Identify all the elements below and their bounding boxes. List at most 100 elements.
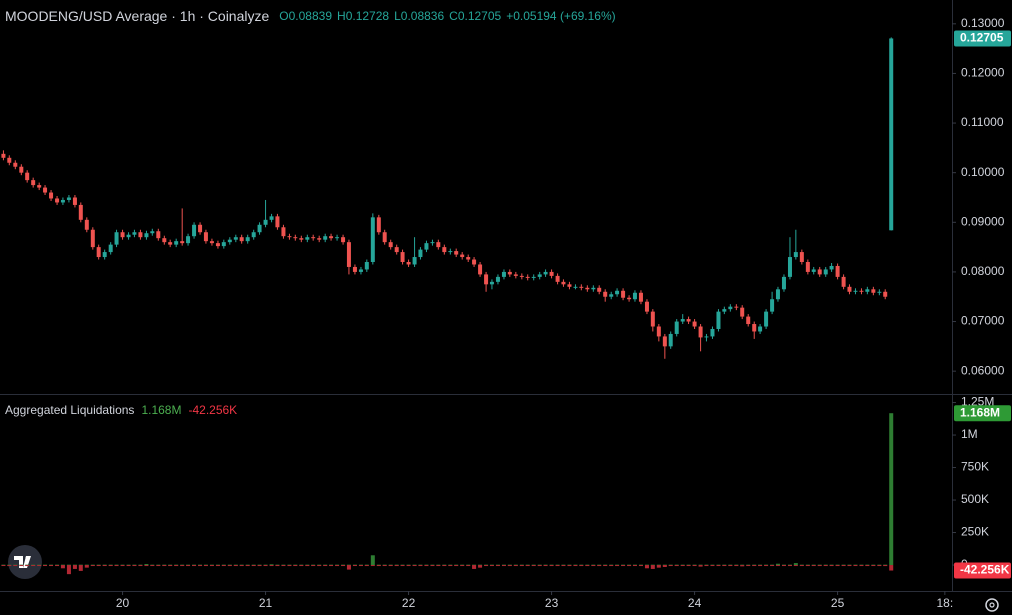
candle-body [174,241,179,245]
liquidation-bar [233,565,238,567]
y-tick-label: 0.13000 [961,16,1005,30]
ohlc-letter: H [337,9,346,23]
liquidation-bar [680,565,685,567]
candle-body [412,257,417,265]
liquidation-bar [531,565,536,567]
x-tick-label: 25 [831,596,845,610]
candle-body [609,294,614,297]
change-value: +0.05194 (+69.16%) [506,9,615,23]
liquidation-bar [746,565,751,567]
liquidation-bar [775,565,780,567]
liquidation-bar [454,565,459,567]
liquidation-bar [644,565,649,569]
liquidation-bar [257,565,262,567]
liquidation-bar [889,413,894,566]
candle-body [293,237,298,239]
liquidation-bar [418,565,423,567]
liquidation-bar [424,565,429,567]
liquidation-bar [126,565,131,567]
legend-value: -42.256K [188,403,237,417]
liquidation-bar [352,565,357,567]
liquidation-bar [19,565,24,567]
liquidation-bar [239,565,244,567]
candle-body [239,237,244,242]
settings-button[interactable] [985,598,999,612]
y-tick-label: 0.09000 [961,214,1005,228]
candle-body [49,192,54,199]
candle-body [55,198,60,203]
liquidation-bar [144,565,149,567]
candle-body [710,328,715,337]
candle-body [847,286,852,292]
ohlc-letter: C [449,9,458,23]
candle-body [775,289,780,300]
candle-body [150,231,155,234]
liquidation-bar [632,565,637,567]
liquidation-bar [692,565,697,567]
candle-body [674,321,679,334]
candle-body [37,185,42,188]
candle-body [871,289,876,293]
candle-body [621,290,626,298]
candle-body [603,291,608,297]
gear-icon[interactable] [985,598,999,612]
liquidation-bar [555,565,560,567]
liquidation-bar [710,565,715,567]
liquidation-bar [752,565,757,567]
candle-body [114,232,119,245]
liquidation-bar [781,565,786,567]
liquidation-bar [662,565,667,567]
liquidation-bar [811,565,816,567]
candle-body [60,199,65,203]
candle-body [650,311,655,327]
candle-body [787,257,792,277]
liquidation-bar [859,565,864,567]
liquidation-bar [114,565,119,567]
candle-body [1,153,6,158]
liquidation-bar [120,565,125,567]
candle-body [162,238,167,243]
liquidation-bar [591,565,596,567]
candle-body [317,238,322,240]
liquidation-bar [478,565,483,568]
liquidation-bar [704,565,709,567]
liquidation-bar [132,565,137,567]
liquidation-bar [180,565,185,567]
liquidation-bar [841,565,846,567]
liquidation-bar [484,565,489,567]
candle-body [799,252,804,262]
candle-body [770,299,775,312]
pane-legend: Aggregated Liquidations 1.168M -42.256K [5,403,237,417]
candle-body [186,236,191,244]
y-tick-label: 0.12000 [961,66,1005,80]
liquidation-bar [341,565,346,567]
candle-body [752,324,757,332]
candle-body [466,257,471,260]
ohlc-value: 0.08836 [401,9,445,23]
axis-badge [954,405,1011,422]
candle-body [859,290,864,292]
candle-body [811,269,816,272]
liquidation-bar [13,565,18,567]
candle-body [335,237,340,239]
liquidation-bar [299,565,304,567]
candle-body [644,301,649,312]
candle-body [561,281,566,285]
candle-body [764,311,769,327]
candle-body [31,180,36,186]
liquidation-bar [799,565,804,567]
candle-body [698,326,703,338]
y-tick-label: 500K [961,492,989,506]
liquidation-bar [168,565,173,567]
candle-body [132,232,137,235]
logo-dot [25,556,30,560]
candle-body [156,231,161,239]
candle-body [478,264,483,275]
candle-body [424,243,429,250]
liquidation-bar [793,565,798,567]
liquidation-bar [317,565,322,567]
candle-body [555,275,560,282]
candle-body [287,236,292,238]
liquidation-bar [394,565,399,567]
candle-body [120,232,125,238]
